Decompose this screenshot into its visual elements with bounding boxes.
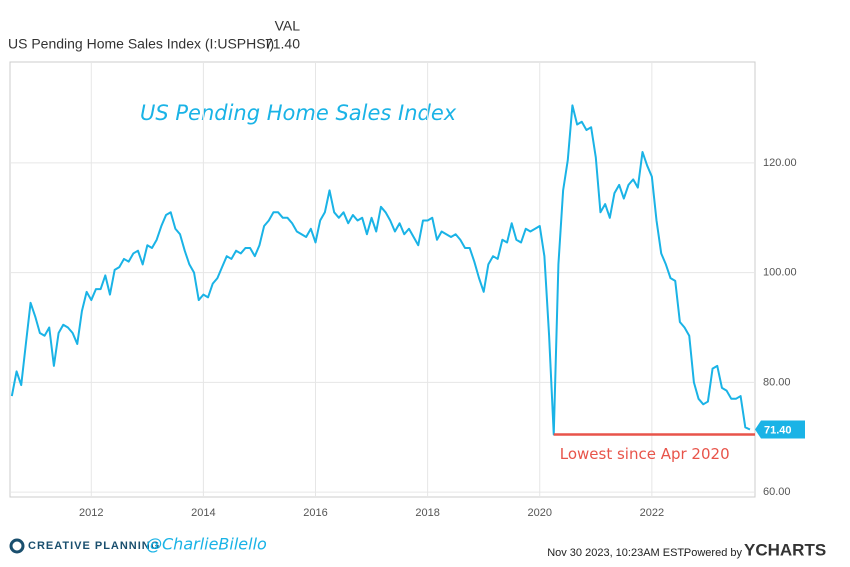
chart-title: US Pending Home Sales Index	[140, 101, 457, 125]
header-value: 71.40	[265, 36, 300, 52]
header-series: US Pending Home Sales Index (I:USPHSI)	[8, 36, 274, 52]
provider: YCHARTS	[744, 540, 826, 559]
logo-icon	[9, 538, 25, 554]
x-tick-label: 2012	[79, 507, 103, 519]
x-tick-label: 2020	[527, 507, 551, 519]
annotation: Lowest since Apr 2020	[560, 445, 730, 463]
header-column: VAL	[275, 18, 301, 34]
y-tick-label: 100.00	[763, 267, 797, 279]
footer: CREATIVE PLANNING @CharlieBilello Nov 30…	[9, 535, 826, 559]
y-tick-label: 120.00	[763, 157, 797, 169]
powered-by: Powered by	[684, 547, 743, 559]
y-tick-label: 80.00	[763, 376, 791, 388]
x-tick-label: 2022	[640, 507, 664, 519]
x-tick-label: 2016	[303, 507, 327, 519]
last-value-label: 71.40	[764, 424, 792, 436]
last-value-tag	[755, 420, 805, 439]
handle: @CharlieBilello	[146, 535, 267, 554]
data-line	[10, 104, 751, 436]
x-tick-label: 2018	[415, 507, 439, 519]
brand: CREATIVE PLANNING	[28, 540, 160, 552]
plot-border	[9, 61, 756, 498]
y-tick-label: 60.00	[763, 486, 791, 498]
x-tick-label: 2014	[191, 507, 215, 519]
timestamp: Nov 30 2023, 10:23AM EST.	[547, 547, 686, 559]
